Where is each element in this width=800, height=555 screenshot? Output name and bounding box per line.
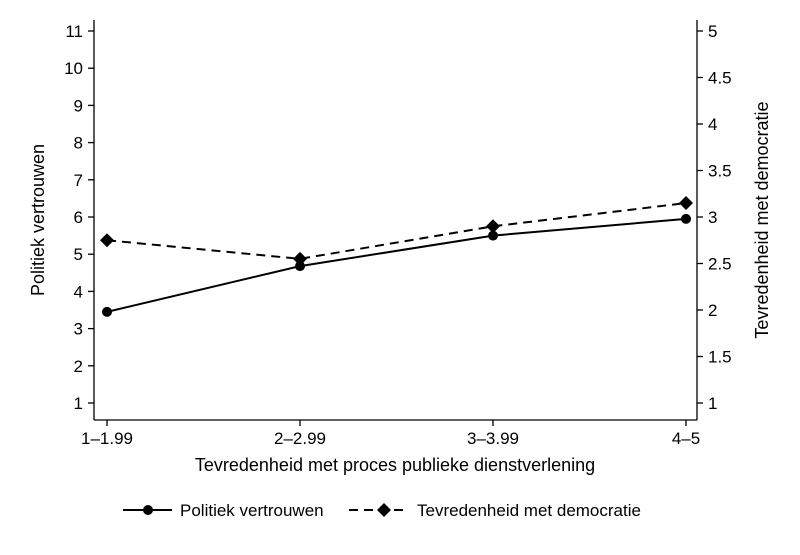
- left-y-tick-label: 2: [74, 357, 83, 376]
- x-tick-label: 4–5: [672, 429, 700, 448]
- x-axis-ticks: 1–1.99 2–2.99 3–3.99 4–5: [81, 420, 700, 448]
- legend-label-tevredenheid-democratie: Tevredenheid met democratie: [417, 501, 641, 520]
- legend: Politiek vertrouwen Tevredenheid met dem…: [123, 501, 641, 520]
- left-y-tick-label: 5: [74, 245, 83, 264]
- x-tick-label: 3–3.99: [467, 429, 519, 448]
- x-tick-label: 1–1.99: [81, 429, 133, 448]
- right-y-tick-label: 5: [708, 22, 717, 41]
- right-y-tick-label: 4.5: [708, 69, 732, 88]
- right-y-tick-label: 2.5: [708, 255, 732, 274]
- right-y-tick-label: 4: [708, 115, 717, 134]
- right-y-axis-title: Tevredenheid met democratie: [752, 101, 772, 338]
- left-y-axis-ticks: 1 2 3 4 5 6 7 8 9 10 11: [64, 22, 94, 413]
- legend-marker-diamond: [377, 503, 391, 517]
- left-y-tick-label: 1: [74, 394, 83, 413]
- series-line-politiek-vertrouwen: [106, 217, 687, 313]
- data-point-circle: [102, 306, 112, 317]
- data-point-diamond: [486, 219, 500, 234]
- right-y-tick-label: 3.5: [708, 162, 732, 181]
- data-point-diamond: [293, 251, 307, 266]
- left-y-tick-label: 4: [74, 282, 83, 301]
- legend-label-politiek-vertrouwen: Politiek vertrouwen: [180, 501, 324, 520]
- data-point-diamond: [100, 233, 114, 248]
- series-line-tevredenheid-met-democratie: [106, 202, 687, 260]
- data-point-circle: [681, 213, 691, 224]
- left-y-tick-label: 8: [74, 134, 83, 153]
- legend-marker-circle: [143, 505, 153, 515]
- left-y-tick-label: 3: [74, 320, 83, 339]
- left-y-tick-label: 9: [74, 96, 83, 115]
- right-y-tick-label: 2: [708, 301, 717, 320]
- data-point-circle: [295, 261, 305, 272]
- left-y-tick-label: 11: [65, 22, 83, 41]
- x-tick-label: 2–2.99: [274, 429, 326, 448]
- x-axis-title: Tevredenheid met proces publieke dienstv…: [195, 455, 595, 475]
- right-y-tick-label: 1.5: [708, 348, 732, 367]
- right-y-tick-label: 1: [708, 394, 717, 413]
- data-point-diamond: [679, 196, 693, 211]
- series-layer: [100, 196, 693, 317]
- right-y-axis-ticks: 1 1.5 2 2.5 3 3.5 4 4.5 5: [697, 22, 732, 413]
- left-y-tick-label: 10: [64, 59, 83, 78]
- right-y-tick-label: 3: [708, 208, 717, 227]
- data-point-circle: [488, 230, 498, 241]
- left-y-axis-title: Politiek vertrouwen: [28, 144, 48, 296]
- left-y-tick-label: 7: [74, 171, 83, 190]
- left-y-tick-label: 6: [74, 208, 83, 227]
